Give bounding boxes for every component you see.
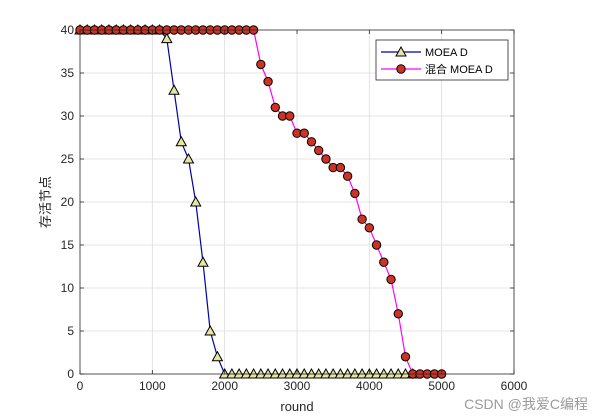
y-tick-label: 10: [61, 281, 75, 295]
data-point: [327, 367, 340, 379]
y-tick-label: 25: [61, 152, 75, 166]
data-point: [247, 367, 260, 379]
legend-box: [375, 39, 509, 81]
y-tick-label: 15: [61, 238, 75, 252]
legend: MOEA D 混合 MOEA D: [375, 39, 509, 81]
data-point: [240, 367, 253, 379]
legend-marker: [396, 64, 406, 74]
data-point: [182, 152, 195, 164]
data-point: [400, 352, 411, 362]
x-tick-label: 5000: [428, 379, 455, 393]
data-point: [283, 367, 296, 379]
data-point: [321, 154, 331, 164]
data-point: [197, 256, 209, 267]
data-point: [356, 367, 368, 379]
watermark: CSDN @我爱C编程: [464, 396, 588, 412]
y-tick-label: 0: [67, 367, 74, 381]
x-tick-label: 4000: [356, 379, 383, 393]
data-point: [385, 367, 397, 379]
data-point: [306, 137, 317, 147]
y-tick-label: 5: [67, 324, 74, 338]
data-point: [386, 274, 396, 285]
data-point: [262, 367, 274, 379]
x-tick-label: 0: [77, 379, 84, 393]
data-point: [305, 367, 318, 379]
legend-label: MOEA D: [425, 47, 468, 59]
data-point: [342, 171, 353, 181]
data-point: [226, 367, 238, 379]
y-tick-label: 30: [61, 109, 75, 123]
data-point: [312, 367, 325, 379]
x-tick-label: 3000: [284, 379, 311, 393]
ticks: 0 1000 2000 3000 4000 5000 6000 0 5 10 15 20 25 30 35 4…: [61, 23, 528, 393]
x-tick-label: 6000: [501, 379, 528, 393]
data-point: [175, 135, 188, 147]
y-tick-label: 40: [61, 23, 75, 37]
data-point: [168, 84, 180, 95]
data-point: [379, 257, 389, 267]
data-point: [233, 367, 245, 379]
data-point: [393, 309, 403, 319]
data-point: [270, 102, 280, 113]
data-point: [285, 111, 295, 121]
x-tick-label: 2000: [211, 379, 238, 393]
data-point: [299, 128, 309, 138]
data-point: [364, 223, 375, 233]
y-axis-label: 存活节点: [38, 176, 53, 228]
data-point: [276, 367, 289, 379]
data-point: [160, 32, 173, 44]
data-point: [370, 367, 383, 379]
legend-marker: [395, 45, 407, 57]
legend-entry: MOEA D: [381, 45, 468, 59]
data-point: [334, 367, 347, 379]
legend-entry: 混合 MOEA D: [381, 62, 493, 76]
data-point: [204, 324, 217, 336]
data-point: [349, 367, 361, 379]
data-point: [314, 145, 324, 156]
grid: [80, 30, 514, 374]
data-point: [298, 367, 311, 379]
data-point: [269, 367, 282, 379]
data-point: [189, 195, 202, 207]
data-point: [256, 59, 266, 70]
y-tick-label: 20: [61, 195, 75, 209]
y-tick-label: 35: [61, 66, 75, 80]
data-point: [350, 188, 360, 199]
data-point: [392, 367, 405, 379]
x-tick-label: 1000: [139, 379, 166, 393]
data-point: [263, 76, 273, 87]
data-point: [371, 240, 382, 250]
legend-label: 混合 MOEA D: [425, 62, 493, 76]
data-point: [377, 367, 390, 379]
data-point: [341, 367, 354, 379]
data-point: [254, 367, 267, 379]
data-point: [399, 367, 412, 379]
data-point: [320, 367, 332, 379]
x-axis-label: round: [280, 399, 313, 414]
data-point: [211, 350, 224, 362]
data-point: [357, 214, 367, 224]
data-point: [335, 162, 346, 173]
